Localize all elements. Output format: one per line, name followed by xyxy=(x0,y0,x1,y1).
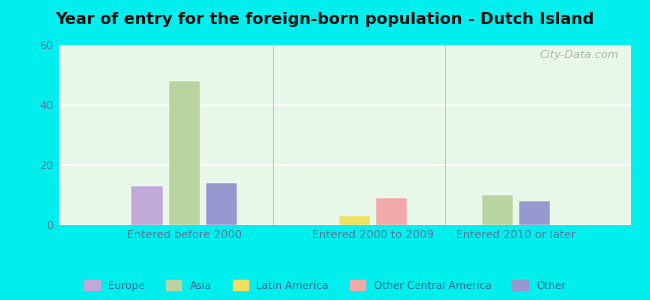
Bar xyxy=(168,81,200,225)
Bar xyxy=(206,183,237,225)
Bar xyxy=(339,216,370,225)
Text: City-Data.com: City-Data.com xyxy=(540,50,619,60)
Bar xyxy=(482,195,514,225)
Bar xyxy=(376,198,408,225)
Legend: Europe, Asia, Latin America, Other Central America, Other: Europe, Asia, Latin America, Other Centr… xyxy=(80,276,570,295)
Bar xyxy=(131,186,163,225)
Text: Year of entry for the foreign-born population - Dutch Island: Year of entry for the foreign-born popul… xyxy=(55,12,595,27)
Bar xyxy=(519,201,551,225)
